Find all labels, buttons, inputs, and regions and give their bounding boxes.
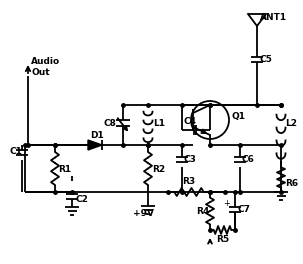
- Text: Audio
Out: Audio Out: [31, 57, 60, 77]
- Text: D1: D1: [90, 131, 104, 140]
- Text: R2: R2: [152, 166, 165, 175]
- Text: R3: R3: [182, 177, 195, 186]
- Polygon shape: [88, 140, 102, 150]
- Text: Q1: Q1: [231, 111, 245, 120]
- Text: L2: L2: [285, 119, 297, 128]
- Text: +: +: [223, 200, 230, 209]
- Text: R5: R5: [216, 235, 229, 244]
- Text: C3: C3: [184, 154, 197, 163]
- Text: R1: R1: [58, 166, 71, 175]
- Text: +9V: +9V: [134, 210, 155, 219]
- Text: C8: C8: [103, 119, 116, 128]
- Text: C1: C1: [9, 148, 22, 157]
- Text: C2: C2: [75, 195, 88, 204]
- Text: C4: C4: [184, 117, 197, 126]
- Text: R6: R6: [285, 178, 298, 187]
- Text: C6: C6: [242, 154, 255, 163]
- Text: ANT1: ANT1: [260, 13, 287, 22]
- Text: L1: L1: [153, 119, 165, 128]
- Text: R4: R4: [196, 208, 209, 216]
- Text: C7: C7: [238, 205, 251, 214]
- Text: C5: C5: [260, 54, 273, 64]
